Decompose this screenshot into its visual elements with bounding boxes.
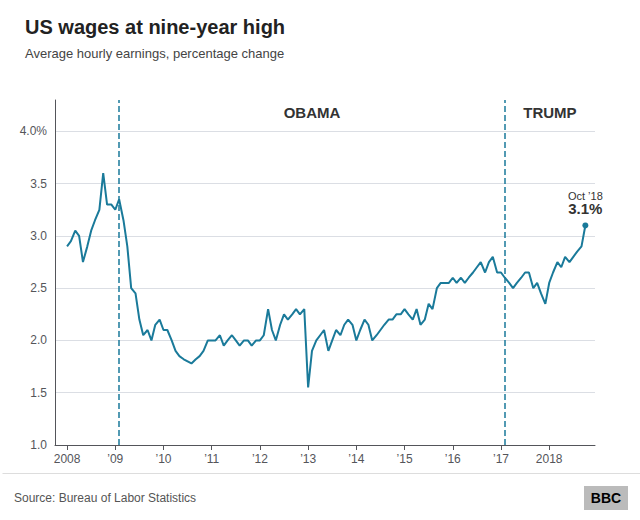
svg-text:’14: ’14	[348, 452, 364, 466]
svg-text:2008: 2008	[54, 452, 81, 466]
svg-text:2018: 2018	[536, 452, 563, 466]
svg-text:’11: ’11	[204, 452, 219, 466]
svg-text:’15: ’15	[397, 452, 413, 466]
svg-text:1.0: 1.0	[30, 438, 47, 452]
svg-text:Oct ’18: Oct ’18	[567, 190, 603, 202]
svg-text:Source: Bureau of Labor Statis: Source: Bureau of Labor Statistics	[14, 491, 196, 505]
svg-text:2.5: 2.5	[30, 281, 47, 295]
svg-text:4.0%: 4.0%	[20, 124, 48, 138]
svg-text:Average hourly earnings, perce: Average hourly earnings, percentage chan…	[25, 46, 284, 61]
svg-text:3.1%: 3.1%	[568, 200, 602, 217]
svg-text:1.5: 1.5	[30, 386, 47, 400]
svg-text:2.0: 2.0	[30, 333, 47, 347]
svg-text:’17: ’17	[493, 452, 509, 466]
svg-text:’16: ’16	[445, 452, 461, 466]
svg-text:3.0: 3.0	[30, 229, 47, 243]
svg-text:’12: ’12	[252, 452, 268, 466]
svg-text:OBAMA: OBAMA	[284, 104, 341, 121]
svg-text:’09: ’09	[107, 452, 123, 466]
svg-text:TRUMP: TRUMP	[523, 104, 576, 121]
svg-text:US wages at nine-year high: US wages at nine-year high	[25, 16, 285, 38]
svg-text:3.5: 3.5	[30, 177, 47, 191]
svg-text:’10: ’10	[155, 452, 171, 466]
svg-text:BBC: BBC	[591, 490, 621, 506]
svg-text:’13: ’13	[300, 452, 316, 466]
